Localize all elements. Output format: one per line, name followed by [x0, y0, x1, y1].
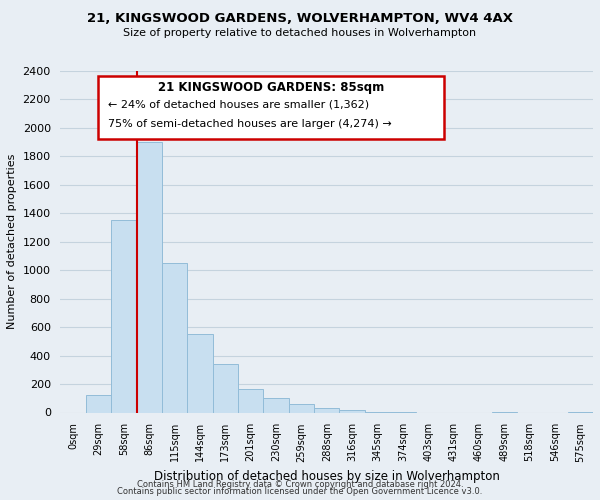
Text: Contains HM Land Registry data © Crown copyright and database right 2024.: Contains HM Land Registry data © Crown c… [137, 480, 463, 489]
Bar [212, 364, 238, 412]
Bar [86, 394, 111, 412]
Bar [111, 220, 137, 412]
FancyBboxPatch shape [98, 76, 444, 140]
X-axis label: Distribution of detached houses by size in Wolverhampton: Distribution of detached houses by size … [154, 470, 500, 483]
Text: Size of property relative to detached houses in Wolverhampton: Size of property relative to detached ho… [124, 28, 476, 38]
Text: ← 24% of detached houses are smaller (1,362): ← 24% of detached houses are smaller (1,… [109, 100, 370, 110]
Bar [289, 404, 314, 412]
Bar [314, 408, 340, 412]
Bar [187, 334, 212, 412]
Bar [137, 142, 162, 412]
Bar [162, 263, 187, 412]
Bar [238, 389, 263, 412]
Text: 21, KINGSWOOD GARDENS, WOLVERHAMPTON, WV4 4AX: 21, KINGSWOOD GARDENS, WOLVERHAMPTON, WV… [87, 12, 513, 26]
Text: Contains public sector information licensed under the Open Government Licence v3: Contains public sector information licen… [118, 487, 482, 496]
Text: 75% of semi-detached houses are larger (4,274) →: 75% of semi-detached houses are larger (… [109, 119, 392, 129]
Y-axis label: Number of detached properties: Number of detached properties [7, 154, 17, 330]
Bar [340, 410, 365, 412]
Text: 21 KINGSWOOD GARDENS: 85sqm: 21 KINGSWOOD GARDENS: 85sqm [158, 81, 384, 94]
Bar [263, 398, 289, 412]
